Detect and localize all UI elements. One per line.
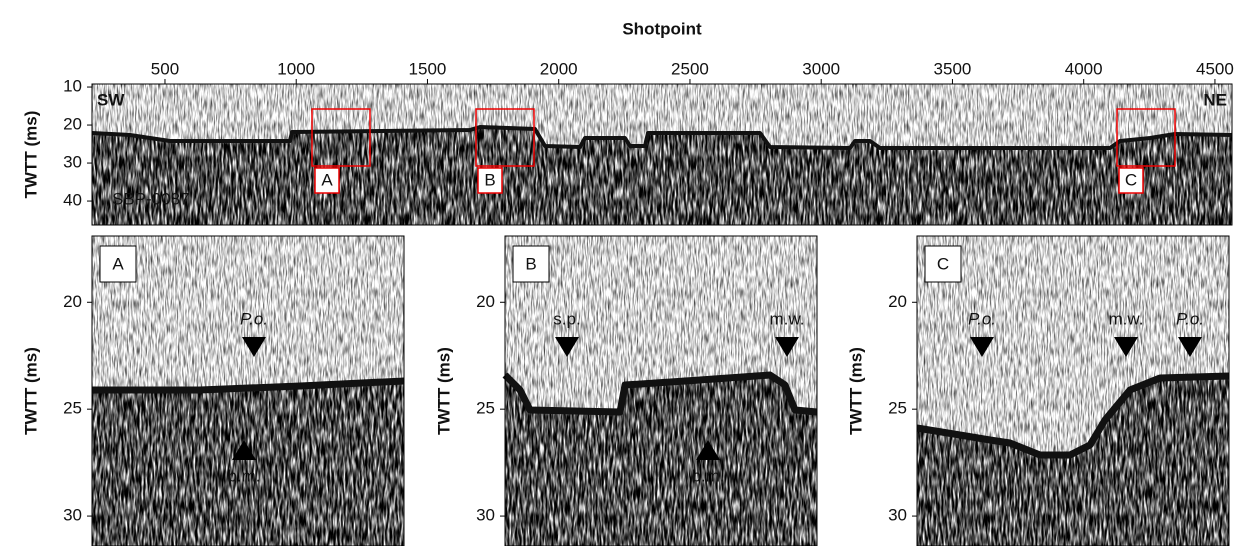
panel — [92, 236, 405, 546]
annotation-arrow — [1178, 337, 1202, 357]
panel — [916, 236, 1230, 546]
x-tick-label: 3500 — [934, 59, 972, 78]
inset-label: A — [321, 170, 333, 189]
inset-box — [1116, 108, 1176, 167]
annotation-arrow — [555, 337, 579, 357]
panel-frame — [91, 83, 1233, 226]
seafloor-reflector — [92, 377, 405, 394]
y-tick-label: 25 — [476, 399, 495, 418]
line-name: SBP-0087 — [112, 189, 190, 208]
y-tick-label: 20 — [63, 292, 82, 311]
y-axis-title: TWTT (ms) — [434, 347, 453, 435]
y-tick-label: 20 — [63, 115, 82, 134]
panel-label: C — [937, 254, 949, 273]
panel-label-box — [924, 245, 962, 283]
seafloor-reflector — [502, 371, 818, 416]
inset-label-box — [477, 167, 503, 194]
annotation: P.o. — [1176, 309, 1204, 328]
x-tick-label: 3000 — [802, 59, 840, 78]
annotation-arrow — [775, 337, 799, 357]
panel-label-box — [99, 245, 137, 283]
y-tick-label: 30 — [63, 506, 82, 525]
annotation-arrow — [242, 337, 266, 357]
inset-box — [311, 108, 371, 167]
sediment — [505, 375, 817, 546]
y-tick-label: 20 — [476, 292, 495, 311]
y-tick-label: 20 — [888, 292, 907, 311]
x-tick-label: 2000 — [540, 59, 578, 78]
y-tick-label: 25 — [63, 399, 82, 418]
x-axis-title: Shotpoint — [622, 19, 702, 38]
annotation-arrow — [232, 440, 256, 460]
inset-label-box — [1118, 167, 1144, 194]
annotation: P.o. — [968, 309, 996, 328]
panel-label: A — [112, 254, 124, 273]
panel — [502, 236, 818, 546]
sediment — [917, 376, 1229, 546]
annotation: b.m. — [691, 466, 724, 485]
annotation-arrow — [1114, 337, 1138, 357]
seafloor-reflector — [916, 372, 1230, 459]
y-tick-label: 40 — [63, 191, 82, 210]
y-tick-label: 25 — [888, 399, 907, 418]
x-tick-label: 1000 — [277, 59, 315, 78]
annotation-arrow — [696, 440, 720, 460]
inset-label: B — [484, 170, 495, 189]
y-tick-label: 30 — [63, 153, 82, 172]
sediment — [92, 127, 1232, 225]
inset-box — [475, 108, 535, 167]
direction-label: SW — [97, 90, 125, 109]
x-tick-label: 4500 — [1196, 59, 1234, 78]
y-tick-label: 30 — [888, 506, 907, 525]
panel-label-box — [512, 245, 550, 283]
annotation-arrow — [970, 337, 994, 357]
x-tick-label: 2500 — [671, 59, 709, 78]
x-tick-label: 500 — [151, 59, 179, 78]
x-tick-label: 1500 — [409, 59, 447, 78]
annotation: m.w. — [770, 309, 805, 328]
sediment — [92, 381, 404, 546]
inset-label: C — [1125, 170, 1137, 189]
y-axis-title: TWTT (ms) — [21, 347, 40, 435]
inset-label-box — [314, 167, 340, 194]
panel-label: B — [525, 254, 536, 273]
y-tick-label: 10 — [63, 77, 82, 96]
annotation: s.p. — [553, 309, 580, 328]
y-axis-title: TWTT (ms) — [21, 111, 40, 199]
x-tick-label: 4000 — [1065, 59, 1103, 78]
direction-label: NE — [1203, 90, 1227, 109]
annotation: m.w. — [1109, 309, 1144, 328]
annotation: b.m. — [227, 466, 260, 485]
y-tick-label: 30 — [476, 506, 495, 525]
panel — [91, 84, 1233, 225]
seafloor-reflector — [91, 125, 1233, 150]
annotation: P.o. — [240, 309, 268, 328]
y-axis-title: TWTT (ms) — [846, 347, 865, 435]
